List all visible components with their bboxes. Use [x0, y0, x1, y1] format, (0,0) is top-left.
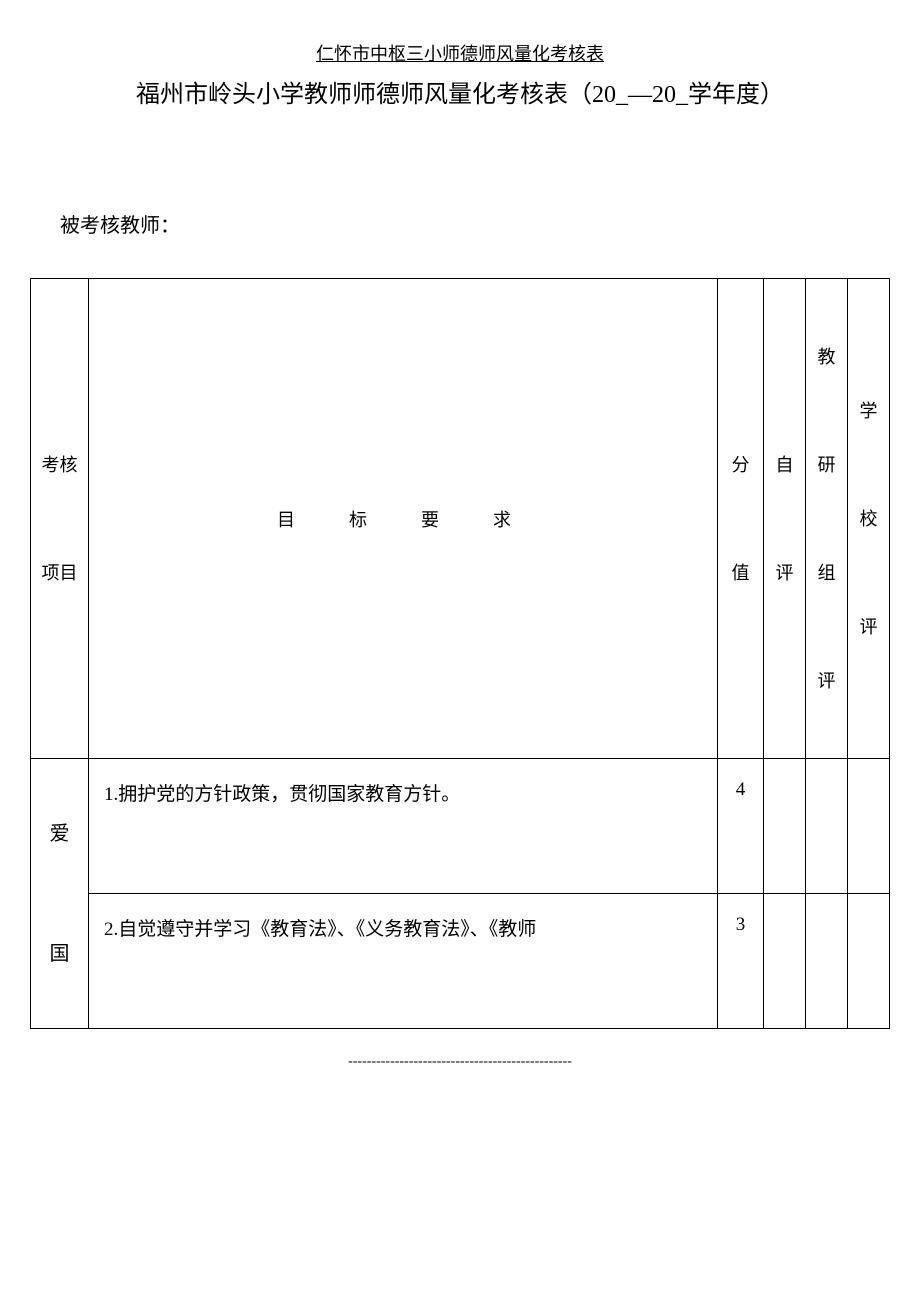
- teacher-label: 被考核教师：: [30, 209, 890, 238]
- requirement-cell: 1.拥护党的方针政策，贯彻国家教育方针。: [89, 759, 718, 894]
- footer-dashes: ----------------------------------------…: [30, 1054, 890, 1070]
- assessment-table: 考核 项目 目 标 要 求 分 值 自 评 教 研 组 评 学 校 评 爱 国 …: [30, 278, 890, 1029]
- header-requirement: 目 标 要 求: [89, 279, 718, 759]
- school-eval-cell: [848, 759, 890, 894]
- table-row: 2.自觉遵守并学习《教育法》、《义务教育法》、《教师 3: [31, 894, 890, 1029]
- school-eval-cell: [848, 894, 890, 1029]
- requirement-cell: 2.自觉遵守并学习《教育法》、《义务教育法》、《教师: [89, 894, 718, 1029]
- self-eval-cell: [764, 759, 806, 894]
- table-header-row: 考核 项目 目 标 要 求 分 值 自 评 教 研 组 评 学 校 评: [31, 279, 890, 759]
- header-group-eval: 教 研 组 评: [806, 279, 848, 759]
- header-school-eval: 学 校 评: [848, 279, 890, 759]
- header-self-eval: 自 评: [764, 279, 806, 759]
- score-cell: 4: [718, 759, 764, 894]
- category-cell: 爱 国: [31, 759, 89, 1029]
- table-row: 爱 国 1.拥护党的方针政策，贯彻国家教育方针。 4: [31, 759, 890, 894]
- header-score: 分 值: [718, 279, 764, 759]
- self-eval-cell: [764, 894, 806, 1029]
- score-cell: 3: [718, 894, 764, 1029]
- page-title: 福州市岭头小学教师师德师风量化考核表（20_—20_学年度）: [30, 74, 890, 109]
- header-category: 考核 项目: [31, 279, 89, 759]
- group-eval-cell: [806, 894, 848, 1029]
- header-line: 仁怀市中枢三小师德师风量化考核表: [30, 40, 890, 66]
- group-eval-cell: [806, 759, 848, 894]
